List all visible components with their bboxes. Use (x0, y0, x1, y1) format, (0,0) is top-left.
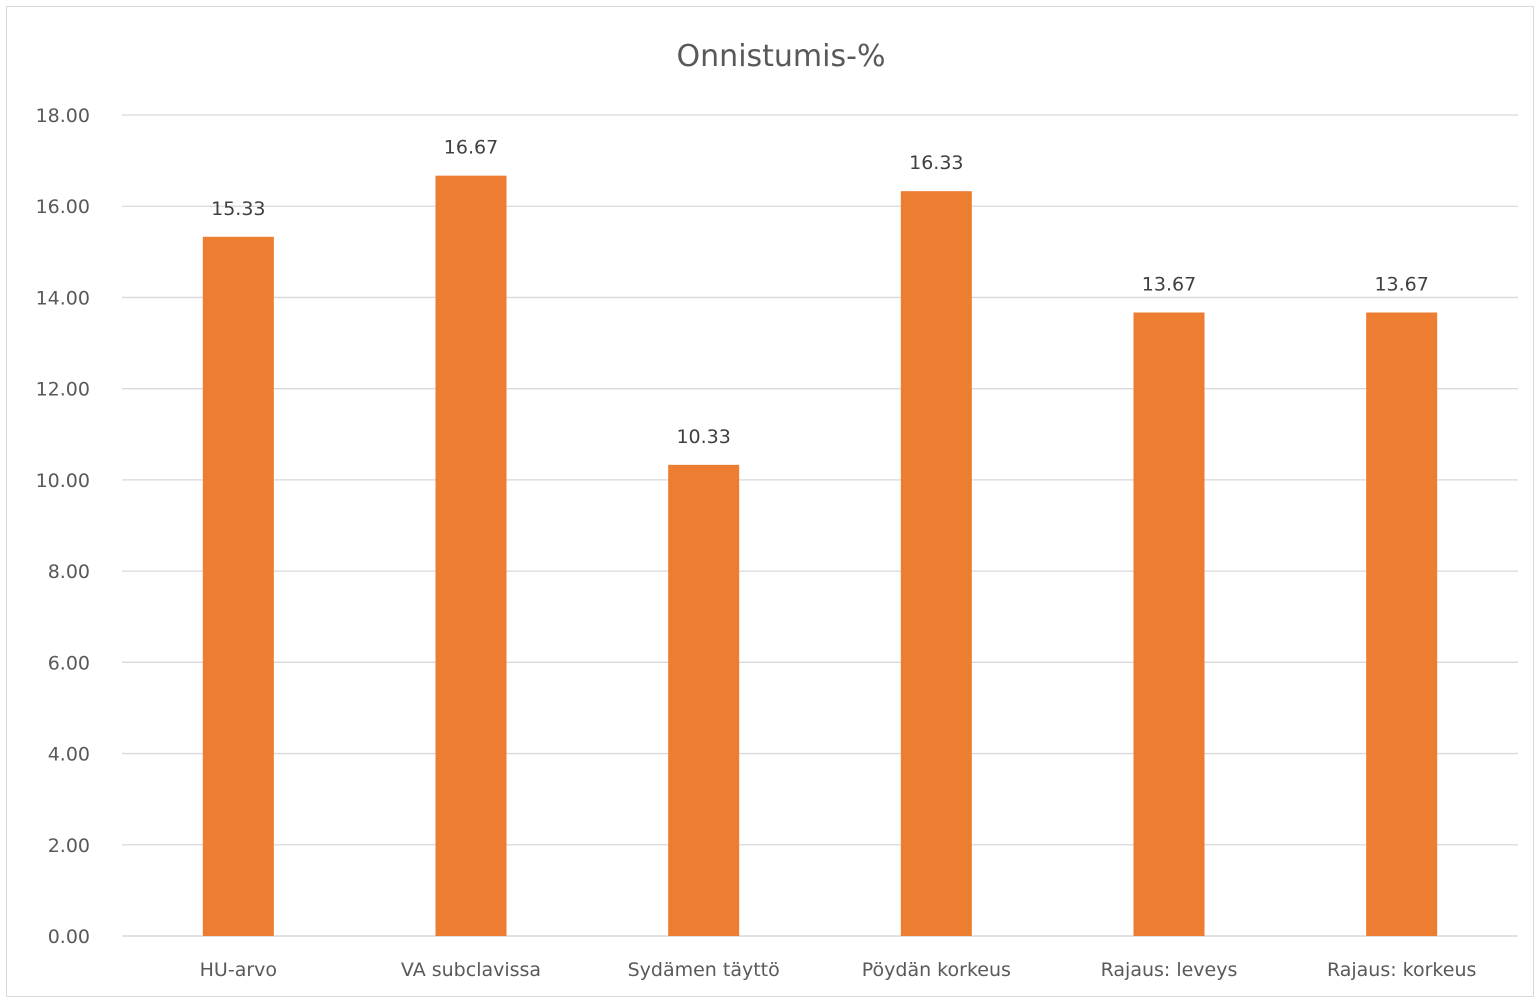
y-tick-label: 14.00 (36, 287, 90, 309)
data-labels: 15.33 16.67 10.33 16.33 13.67 13.67 (211, 137, 1429, 448)
y-tick-label: 10.00 (36, 470, 90, 492)
bar (1366, 312, 1438, 937)
x-category-label: Rajaus: korkeus (1327, 959, 1476, 981)
bar (900, 191, 972, 937)
data-label: 16.67 (444, 137, 498, 159)
bar (435, 175, 507, 936)
x-category-label: Pöydän korkeus (862, 959, 1011, 981)
y-tick-label: 12.00 (36, 379, 90, 401)
y-tick-label: 4.00 (48, 744, 90, 766)
y-tick-label: 18.00 (36, 105, 90, 127)
bars (202, 175, 1438, 937)
x-category-label: Sydämen täyttö (628, 959, 780, 981)
bar (202, 236, 274, 936)
y-axis-tick-labels: 0.00 2.00 4.00 6.00 8.00 10.00 12.00 14.00 16.00… (36, 105, 90, 948)
x-category-label: VA subclavissa (401, 959, 541, 981)
data-label: 13.67 (1142, 273, 1196, 295)
data-label: 16.33 (909, 152, 963, 174)
y-tick-label: 8.00 (48, 561, 90, 583)
bar (1133, 312, 1205, 937)
data-label: 15.33 (211, 198, 265, 220)
data-label: 10.33 (676, 426, 730, 448)
gridlines (122, 114, 1518, 937)
x-category-label: HU-arvo (200, 959, 277, 981)
data-label: 13.67 (1374, 273, 1428, 295)
x-category-label: Rajaus: leveys (1101, 959, 1238, 981)
y-tick-label: 16.00 (36, 196, 90, 218)
y-tick-label: 6.00 (48, 652, 90, 674)
y-tick-label: 2.00 (48, 835, 90, 857)
x-axis-category-labels: HU-arvo VA subclavissa Sydämen täyttö Pöydä… (200, 959, 1477, 981)
y-tick-label: 0.00 (48, 926, 90, 948)
chart-title: Onnistumis-% (677, 39, 886, 74)
bar (668, 464, 740, 936)
